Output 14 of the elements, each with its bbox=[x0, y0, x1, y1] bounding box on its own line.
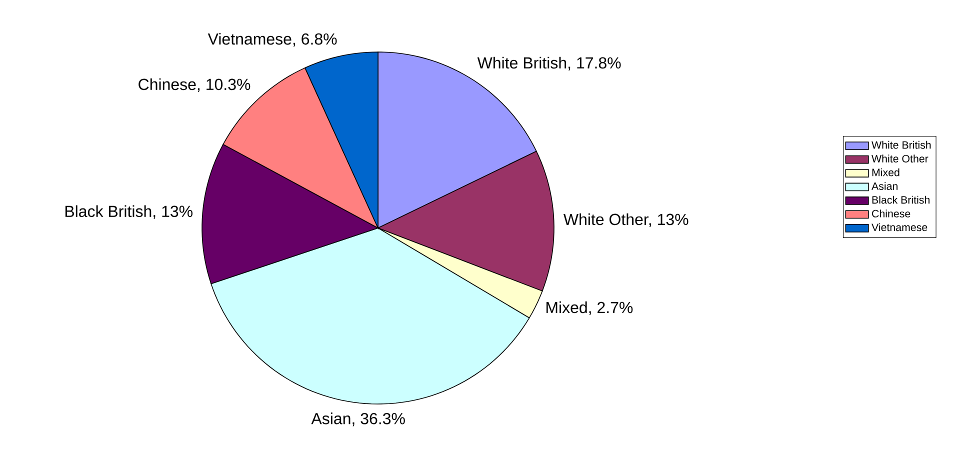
legend-label: White British bbox=[872, 140, 931, 149]
data-label: Chinese, 10.3% bbox=[138, 78, 250, 92]
legend-label: Mixed bbox=[872, 168, 900, 176]
data-label: Vietnamese, 6.8% bbox=[208, 32, 337, 47]
data-label: Asian, 36.3% bbox=[311, 412, 405, 426]
legend-label: White Other bbox=[872, 154, 928, 162]
legend-label: Vietnamese bbox=[872, 223, 928, 232]
legend-label: Black British bbox=[872, 196, 930, 204]
data-label: Black British, 13% bbox=[65, 205, 192, 219]
data-label: White Other, 13% bbox=[564, 213, 688, 228]
legend-label: Chinese bbox=[872, 210, 910, 218]
data-label: White British, 17.8% bbox=[477, 56, 621, 70]
legend-label: Asian bbox=[872, 182, 898, 190]
data-label: Mixed, 2.7% bbox=[546, 301, 633, 316]
